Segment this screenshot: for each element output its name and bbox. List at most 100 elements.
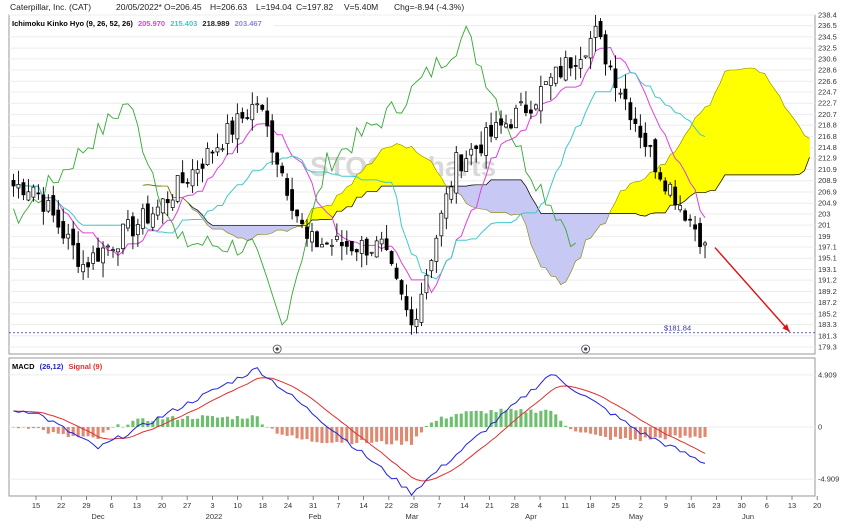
histogram-bar	[350, 427, 354, 445]
price-tick-label: 189.2	[818, 287, 837, 296]
histogram-bar	[290, 427, 294, 436]
date-axis: 15 22 29 6 13 20 27 3 10 18 24 31 7 14 22 28 7 14 21 28 4 11 1…	[32, 496, 821, 521]
cloud-segment	[684, 126, 691, 202]
candle-body	[524, 104, 528, 114]
histogram-bar	[201, 415, 205, 427]
histogram-bar	[499, 408, 503, 427]
histogram-bar	[121, 426, 125, 428]
histogram-bar	[454, 414, 458, 427]
histogram-bar	[260, 424, 264, 427]
price-tick-label: 216.8	[818, 132, 837, 141]
candle-body	[160, 198, 165, 214]
histogram-bar	[320, 427, 324, 444]
price-tick-label: 185.2	[818, 309, 837, 318]
cloud-segment	[510, 179, 517, 216]
cloud-segment	[640, 177, 646, 217]
candle-body	[553, 66, 558, 84]
histogram-bar	[633, 427, 637, 440]
candle-body	[399, 280, 404, 295]
price-tick-label: 234.5	[818, 32, 837, 41]
candle-body	[568, 57, 573, 69]
candle-body	[394, 267, 399, 279]
histogram-bar	[225, 416, 229, 427]
date-tick-label: 15	[32, 501, 40, 510]
price-tick-label: 201	[818, 221, 831, 230]
forecast-arrowhead	[782, 324, 790, 332]
date-tick-label: 3	[210, 501, 214, 510]
quote-close: C=197.82	[296, 2, 333, 12]
histogram-bar	[146, 421, 150, 427]
histogram-bar	[340, 427, 344, 443]
histogram-bar	[529, 409, 533, 427]
histogram-bar	[424, 425, 428, 427]
cloud-segment	[515, 179, 522, 215]
candle-body	[514, 107, 518, 129]
histogram-bar	[156, 417, 160, 427]
candle-body	[235, 113, 240, 140]
histogram-bar	[628, 427, 632, 440]
histogram-bar	[265, 427, 269, 428]
date-tick-label: 20	[813, 501, 821, 510]
price-tick-label: 226.6	[818, 77, 837, 86]
cloud-segment	[326, 204, 333, 220]
macd-line	[13, 367, 706, 496]
macd-lines	[13, 367, 706, 496]
histogram-bar	[603, 427, 608, 437]
histogram-bar	[310, 427, 314, 442]
ichimoku-legend: Ichimoku Kinko Hyo (9, 26, 52, 26) 205.9…	[10, 18, 274, 29]
candle-body	[130, 216, 135, 237]
candle-body	[499, 118, 503, 126]
candle-body	[359, 239, 364, 254]
candle-body	[106, 245, 110, 248]
cloud-segment	[276, 225, 283, 231]
cloud-segment	[490, 179, 497, 213]
candle-body	[41, 194, 46, 212]
candle-body	[270, 120, 275, 153]
macd-legend-title: MACD	[12, 362, 35, 371]
candle-body	[673, 186, 678, 206]
cloud-segment	[650, 171, 656, 215]
candle-body	[315, 231, 319, 248]
histogram-bar	[111, 427, 115, 428]
histogram-bar	[186, 415, 190, 427]
candle-body	[260, 104, 265, 110]
histogram-bar	[673, 427, 677, 436]
price-tick-label: 181.3	[818, 331, 837, 340]
cloud-segment	[316, 206, 323, 221]
cloud-segment	[212, 225, 218, 230]
date-tick-label: 13	[133, 501, 141, 510]
date-tick-label: 28	[511, 501, 519, 510]
cloud-segment	[426, 157, 432, 187]
histogram-bar	[101, 427, 105, 433]
cloud-segment	[769, 81, 775, 176]
price-tick-label: 214.8	[818, 143, 837, 152]
price-tick-label: 218.8	[818, 121, 837, 130]
cloud-segment	[759, 72, 766, 176]
histogram-bar	[171, 416, 175, 427]
histogram-bar	[439, 416, 443, 427]
cloud-segment	[237, 225, 243, 239]
candle-body	[354, 249, 359, 253]
price-tick-label: 222.7	[818, 99, 837, 108]
candle-body	[434, 237, 439, 262]
histogram-bar	[648, 427, 652, 440]
histogram-bar	[569, 427, 573, 430]
candle-body	[205, 148, 210, 165]
cloud-segment	[645, 171, 651, 217]
histogram-bar	[315, 427, 319, 443]
candle-body	[598, 21, 603, 38]
month-label: Apr	[525, 512, 537, 521]
price-tick-label: 193.1	[818, 265, 837, 274]
histogram-bar	[554, 414, 558, 427]
candle-body	[369, 251, 374, 254]
histogram-bar	[594, 427, 598, 435]
event-marker-dot	[584, 347, 588, 351]
histogram-bar	[539, 410, 543, 427]
candle-body	[240, 112, 245, 119]
candle-body	[210, 151, 215, 154]
price-tick-label: 187.2	[818, 298, 837, 307]
macd-legend: MACD (26,12) Signal (9)	[12, 362, 103, 371]
tenkan-line	[13, 46, 706, 294]
